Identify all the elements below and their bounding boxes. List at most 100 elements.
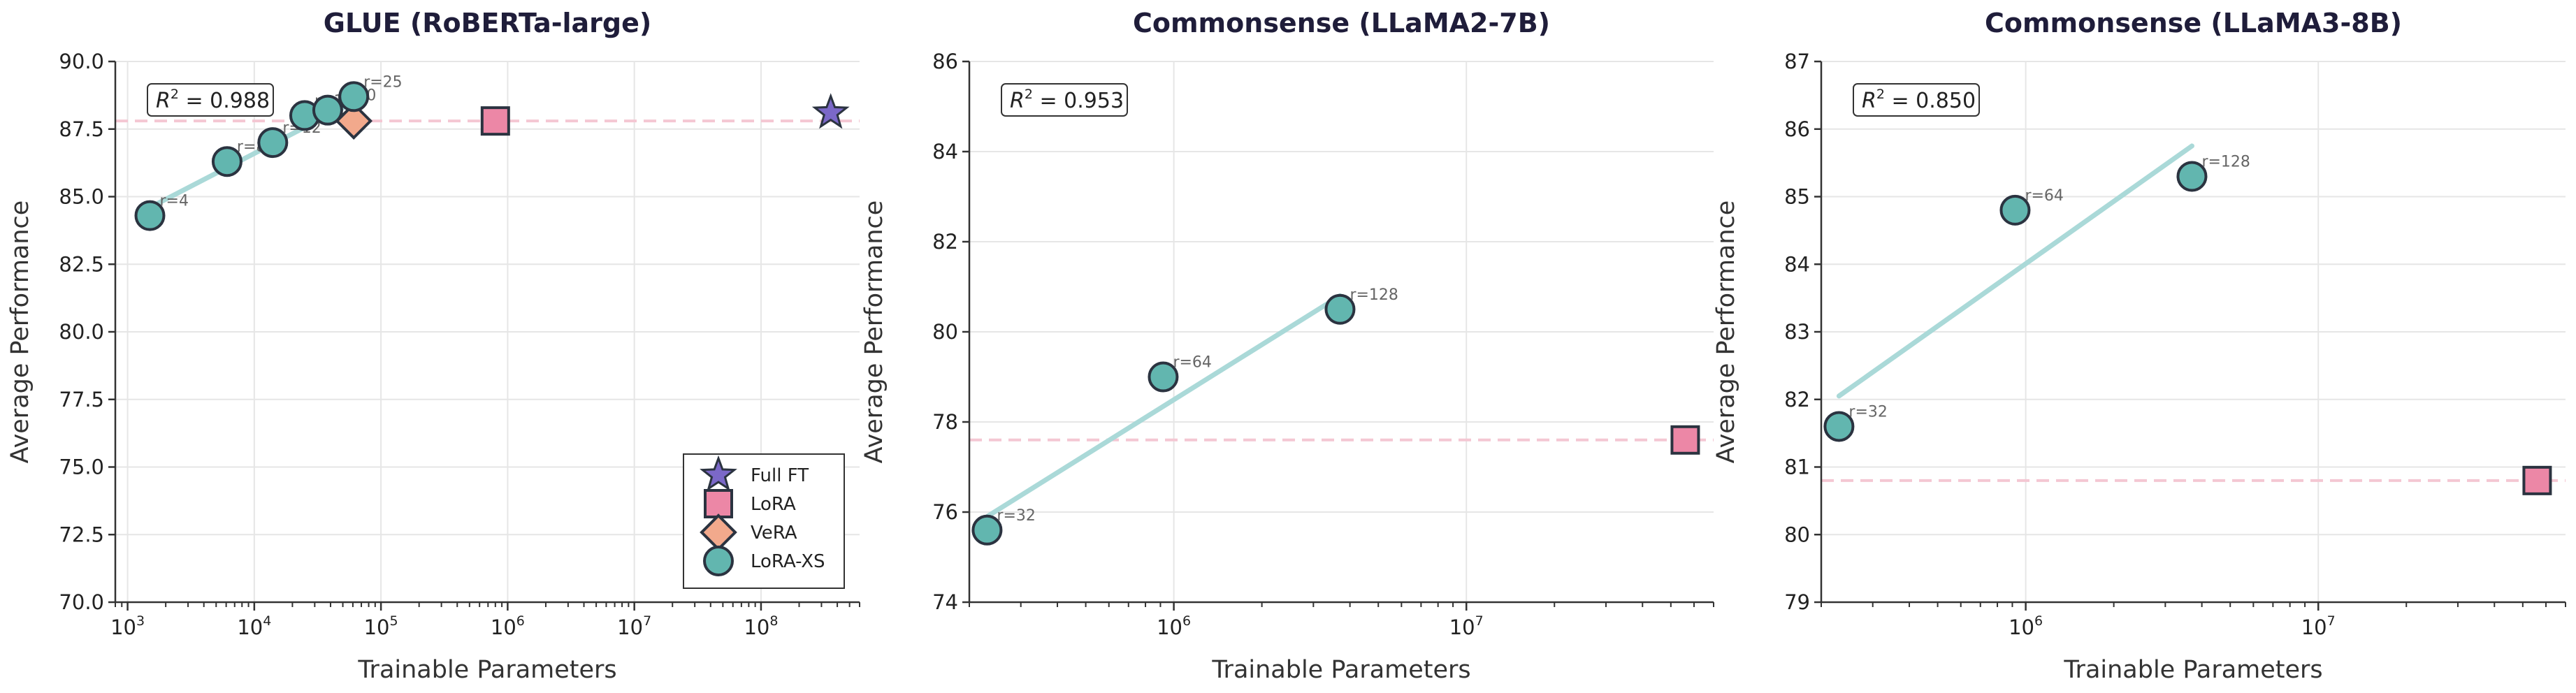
- point-lora-xs: [1999, 194, 2031, 226]
- r-squared-exponent: 2: [171, 87, 179, 102]
- point-lora-xs: [338, 81, 370, 112]
- x-tick-exponent: 6: [516, 613, 525, 629]
- r-squared-frame: [147, 83, 274, 117]
- legend-marker-lora: [704, 489, 733, 518]
- x-tick-base: 10: [110, 615, 136, 639]
- r-squared-value: = 0.988: [179, 89, 270, 113]
- point-lora-xs: [134, 200, 166, 231]
- x-tick-exponent: 3: [136, 613, 145, 629]
- x-tick-label: 107: [1449, 613, 1484, 639]
- r-squared-exponent: 2: [1025, 87, 1033, 102]
- x-axis-label: Trainable Parameters: [2063, 656, 2322, 684]
- y-tick-label: 72.5: [59, 523, 104, 546]
- y-tick-label: 87.5: [59, 117, 104, 141]
- x-tick-label: 105: [364, 613, 398, 639]
- y-axis-label: Average Performance: [860, 200, 888, 464]
- point-lora-xs: [257, 127, 289, 159]
- legend-marker-lora-xs: [703, 546, 734, 576]
- point-label: r=64: [1173, 354, 1211, 372]
- x-tick-exponent: 8: [769, 613, 778, 629]
- r-squared-label: R2 = 0.850: [1862, 87, 1976, 113]
- y-tick-label: 75.0: [59, 455, 104, 479]
- x-tick-base: 10: [2009, 615, 2034, 639]
- r-squared-value: = 0.850: [1885, 89, 1976, 113]
- y-tick-label: 87: [1784, 50, 1810, 73]
- point-lora-xs: [211, 146, 243, 177]
- chart-title: Commonsense (LLaMA3-8B): [1985, 8, 2402, 38]
- x-axis-label: Trainable Parameters: [1211, 656, 1470, 684]
- r-squared-label: R2 = 0.953: [1010, 87, 1124, 113]
- r-squared-value: = 0.953: [1033, 89, 1124, 113]
- r-squared-box: R2 = 0.850: [1853, 83, 1980, 117]
- point-label: r=128: [1349, 286, 1398, 304]
- r-squared-exponent: 2: [1876, 87, 1885, 102]
- x-tick-exponent: 7: [1475, 613, 1484, 629]
- y-tick-label: 80.0: [59, 320, 104, 344]
- point-label: r=32: [1848, 403, 1887, 421]
- x-tick-label: 104: [237, 613, 271, 639]
- x-axis-label: Trainable Parameters: [357, 656, 616, 684]
- r-squared-label: R2 = 0.988: [156, 87, 270, 113]
- y-tick-label: 74: [932, 590, 958, 614]
- y-axis-label: Average Performance: [6, 200, 34, 464]
- point-label: r=4: [159, 193, 188, 210]
- y-tick-label: 82: [932, 230, 958, 254]
- x-tick-base: 10: [617, 615, 643, 639]
- x-tick-base: 10: [2301, 615, 2327, 639]
- x-tick-exponent: 7: [643, 613, 651, 629]
- fit-line: [1836, 143, 2194, 399]
- x-tick-label: 106: [2009, 613, 2043, 639]
- point-lora-xs: [1324, 293, 1356, 325]
- x-tick-base: 10: [1449, 615, 1475, 639]
- y-tick-label: 83: [1784, 320, 1810, 344]
- point-lora: [1670, 425, 1700, 455]
- legend-entry-lora-xs: LoRA-XS: [751, 551, 825, 572]
- r-squared-box: R2 = 0.988: [147, 83, 274, 117]
- point-vera: [335, 102, 373, 140]
- y-tick-label: 76: [932, 500, 958, 524]
- x-tick-base: 10: [744, 615, 769, 639]
- point-label: r=128: [2201, 153, 2250, 170]
- point-lora-xs: [1148, 361, 1179, 393]
- legend-entry-vera: VeRA: [751, 523, 797, 544]
- x-tick-exponent: 6: [1182, 613, 1191, 629]
- x-tick-exponent: 6: [2034, 613, 2043, 629]
- point-label: r=25: [363, 73, 402, 91]
- r-squared-frame: [1853, 83, 1980, 117]
- x-tick-label: 107: [617, 613, 651, 639]
- y-tick-label: 80: [1784, 523, 1810, 546]
- x-tick-base: 10: [364, 615, 390, 639]
- r-squared-symbol: R: [1010, 89, 1025, 113]
- y-tick-label: 85: [1784, 185, 1810, 209]
- y-tick-label: 80: [932, 320, 958, 344]
- chart-title: GLUE (RoBERTa-large): [324, 8, 652, 38]
- x-tick-base: 10: [1157, 615, 1182, 639]
- point-full-ft: [811, 93, 850, 129]
- r-squared-box: R2 = 0.953: [1001, 83, 1128, 117]
- y-tick-label: 82.5: [59, 252, 104, 276]
- y-tick-label: 84: [1784, 252, 1810, 276]
- y-tick-label: 82: [1784, 388, 1810, 411]
- point-lora-xs: [2176, 161, 2208, 192]
- point-lora-xs: [312, 94, 343, 126]
- y-tick-label: 86: [1784, 117, 1810, 141]
- x-tick-label: 103: [110, 613, 145, 639]
- fit-line: [984, 293, 1343, 519]
- x-tick-exponent: 5: [390, 613, 398, 629]
- y-tick-label: 84: [932, 140, 958, 163]
- x-tick-base: 10: [491, 615, 516, 639]
- point-lora: [2522, 465, 2552, 495]
- legend-entry-lora: LoRA: [751, 494, 796, 515]
- x-tick-label: 107: [2301, 613, 2336, 639]
- chart-title: Commonsense (LLaMA2-7B): [1133, 8, 1550, 38]
- legend-marker-full-ft: [700, 455, 737, 491]
- x-tick-exponent: 7: [2327, 613, 2336, 629]
- y-axis-label: Average Performance: [1712, 200, 1740, 464]
- x-tick-label: 106: [491, 613, 525, 639]
- point-lora: [480, 106, 510, 136]
- y-tick-label: 70.0: [59, 590, 104, 614]
- x-tick-base: 10: [237, 615, 263, 639]
